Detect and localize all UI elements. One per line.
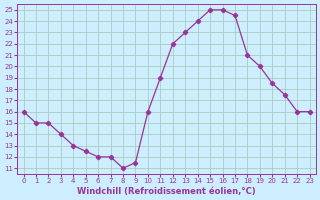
X-axis label: Windchill (Refroidissement éolien,°C): Windchill (Refroidissement éolien,°C) — [77, 187, 256, 196]
